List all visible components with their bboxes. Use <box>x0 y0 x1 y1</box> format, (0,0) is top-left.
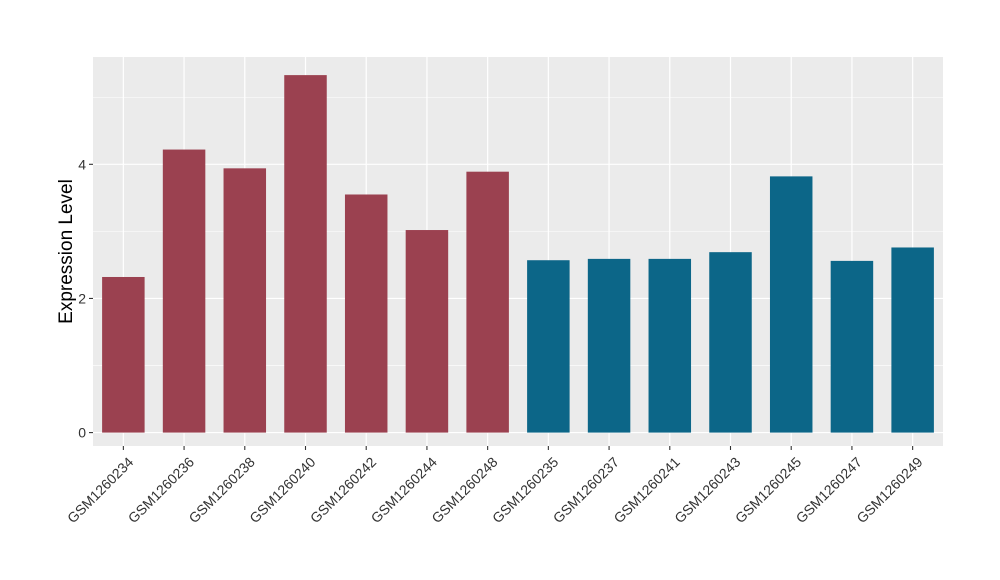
bar-GSM1260245 <box>769 176 813 433</box>
bar-GSM1260240 <box>284 75 327 433</box>
y-tick-label: 2 <box>78 290 86 306</box>
bar-GSM1260244 <box>405 230 449 433</box>
y-axis-title: Expression Level <box>56 179 77 324</box>
y-tick-label: 4 <box>78 156 86 172</box>
bar-GSM1260241 <box>648 258 692 433</box>
y-tick-label: 0 <box>78 425 86 441</box>
bar-GSM1260236 <box>162 149 206 433</box>
bars <box>102 75 934 433</box>
bar-GSM1260247 <box>830 260 874 433</box>
bar-GSM1260235 <box>527 260 570 433</box>
bar-GSM1260249 <box>891 247 934 433</box>
bar-GSM1260238 <box>223 168 267 433</box>
bar-GSM1260248 <box>466 171 509 433</box>
bar-GSM1260242 <box>344 194 388 433</box>
plot-panel <box>93 57 943 446</box>
bar-GSM1260234 <box>102 276 145 433</box>
bar-GSM1260243 <box>709 252 752 433</box>
bar-GSM1260237 <box>587 258 631 433</box>
